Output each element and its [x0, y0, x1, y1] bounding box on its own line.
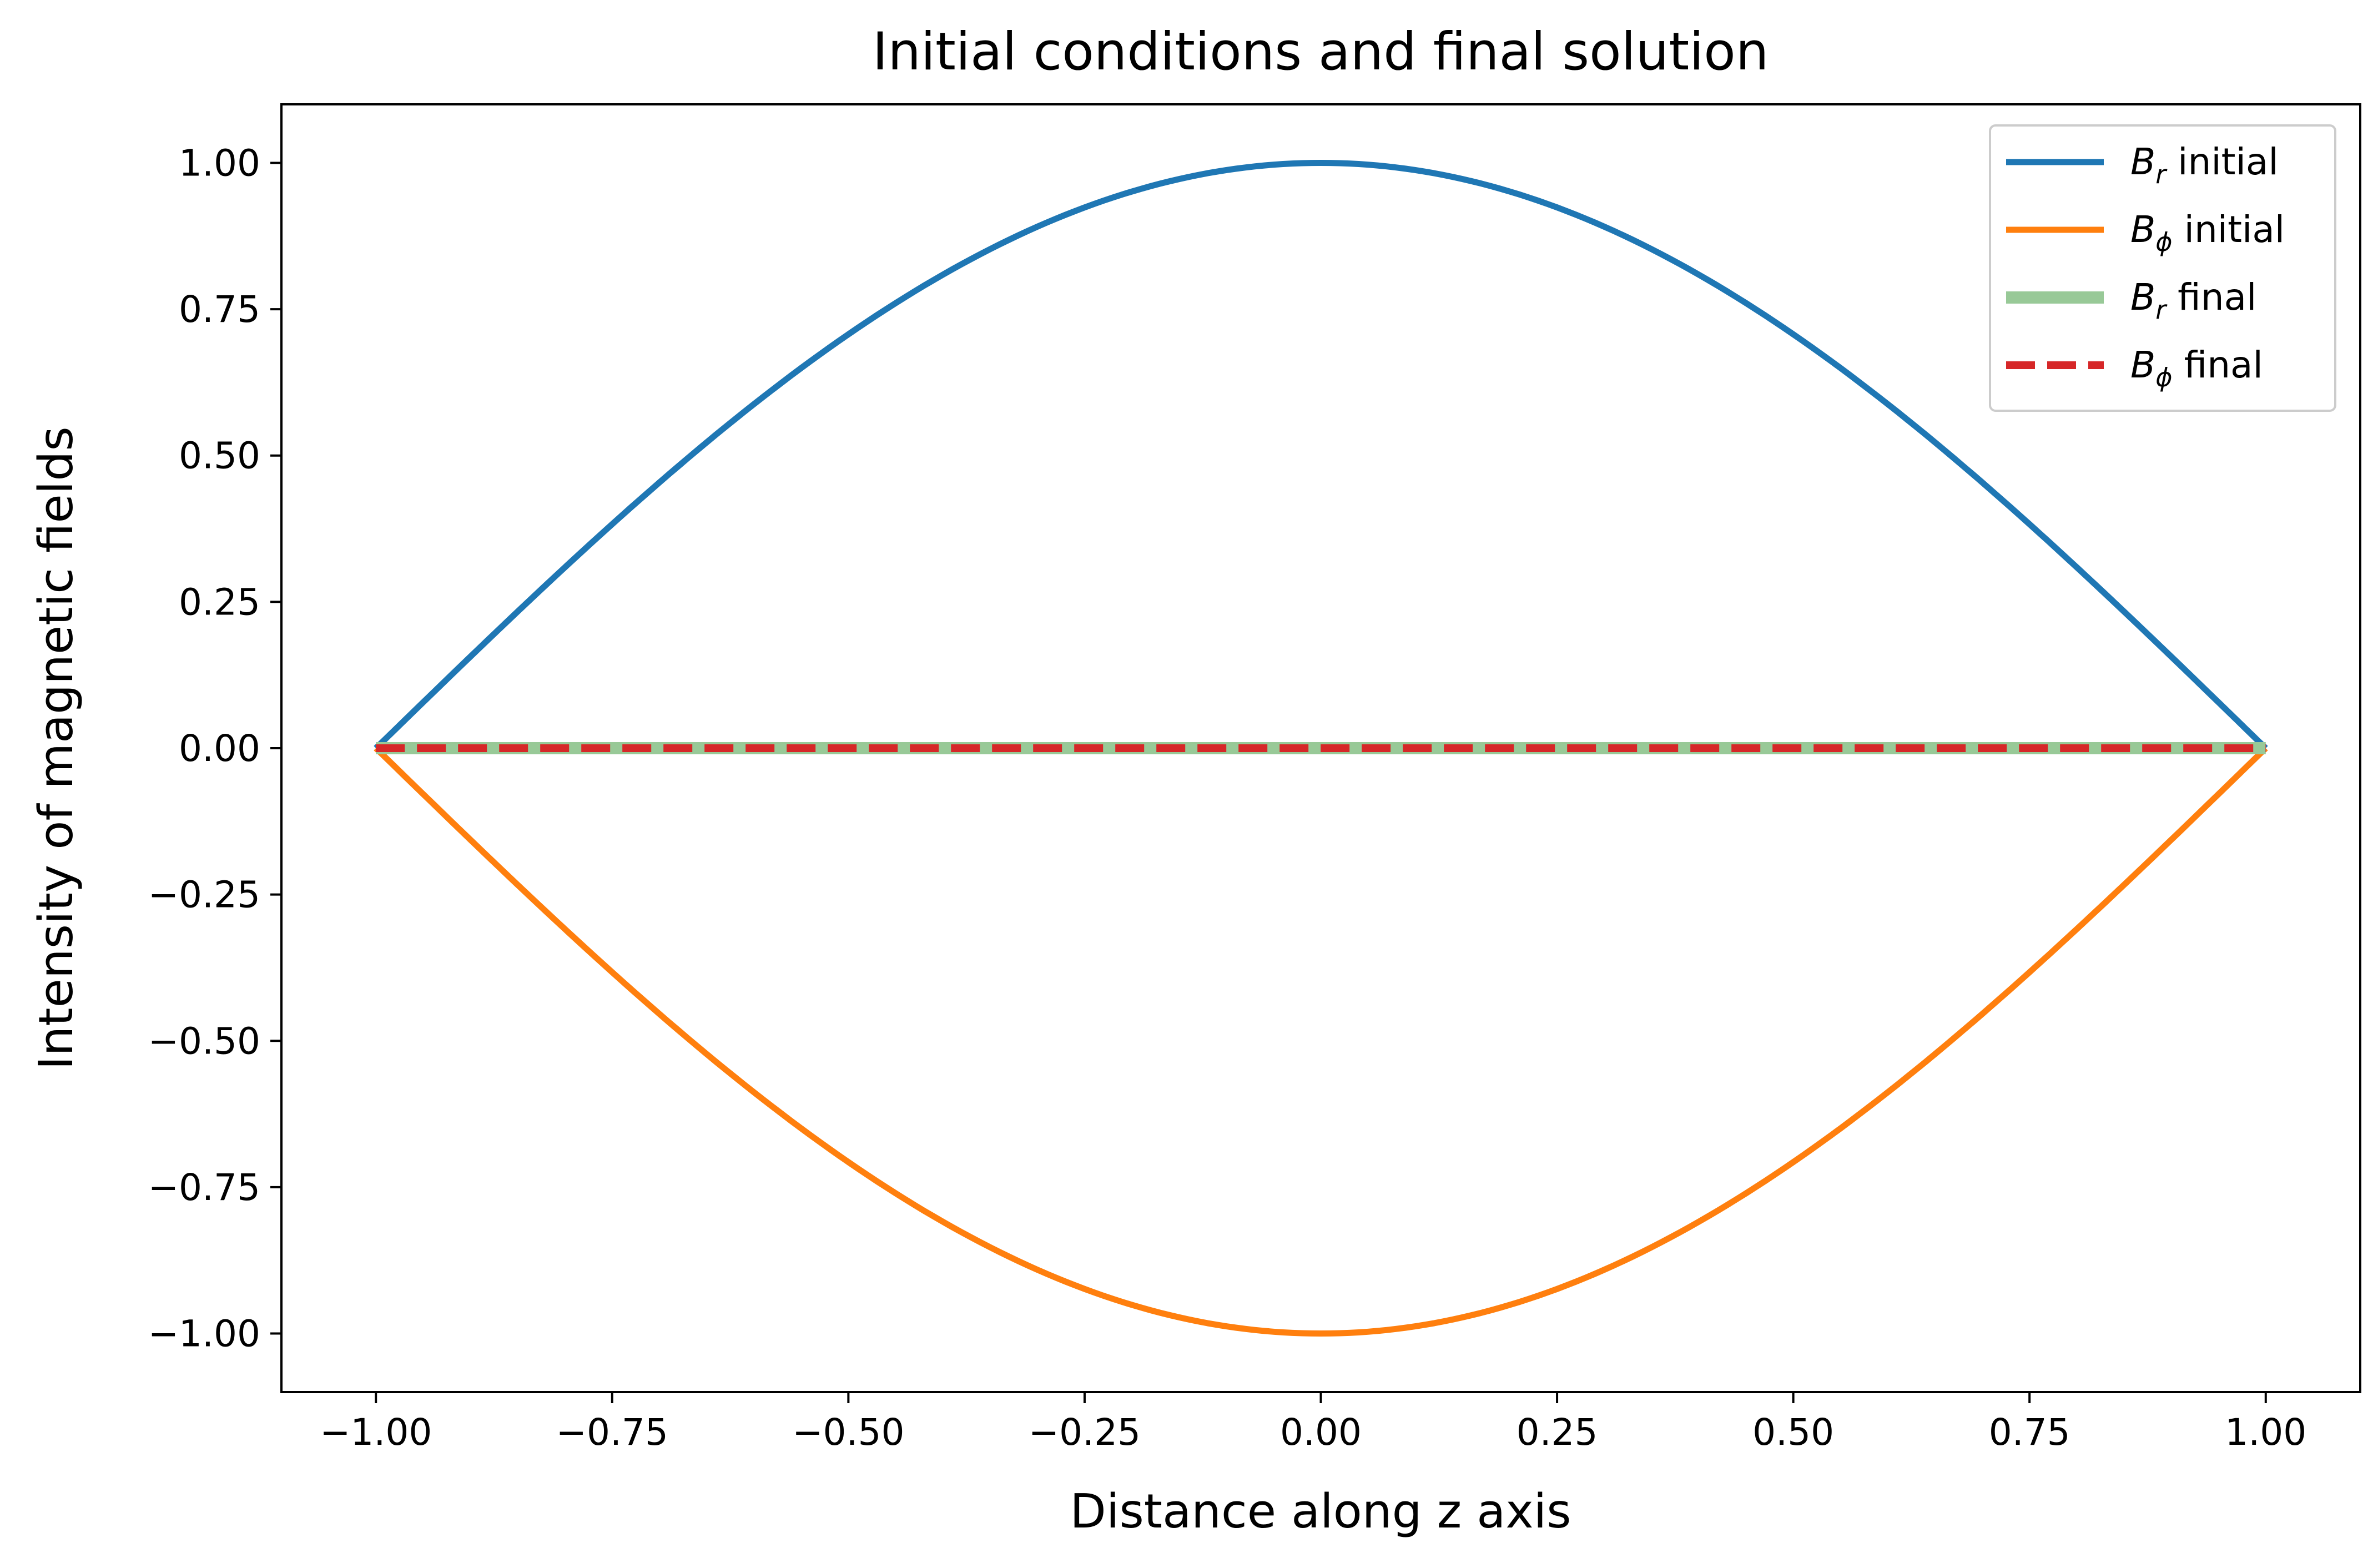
y-tick-label: −1.00 [148, 1313, 260, 1355]
x-tick-label: 1.00 [2225, 1411, 2306, 1454]
y-axis-ticks: 1.00 0.75 0.50 0.25 0.00 −0.25 −0.50 −0.75 −1.00 [148, 142, 281, 1355]
x-tick-label: 0.75 [1989, 1411, 2070, 1454]
x-tick-label: −0.75 [556, 1411, 668, 1454]
series-line-0 [374, 160, 2268, 750]
legend-label-1: Bϕ initial [2130, 208, 2285, 257]
y-tick-label: 0.75 [179, 288, 260, 331]
y-tick-label: −0.25 [148, 874, 260, 916]
legend-label-0: Br initial [2130, 140, 2279, 189]
chart-title: Initial conditions and final solution [873, 22, 1769, 82]
y-tick-label: −0.50 [148, 1020, 260, 1062]
legend-label-2: Br final [2130, 276, 2256, 325]
x-axis-label: Distance along z axis [1070, 1484, 1571, 1539]
x-tick-label: −0.50 [792, 1411, 904, 1454]
plot-lines [374, 160, 2268, 1337]
x-tick-label: 0.50 [1752, 1411, 1834, 1454]
x-tick-label: −1.00 [320, 1411, 432, 1454]
legend-box [1989, 124, 2336, 412]
y-axis-label: Intensity of magnetic fields [29, 426, 84, 1070]
x-tick-label: 0.00 [1280, 1411, 1362, 1454]
legend: Br initial Bϕ initial Br final Bϕ final [1989, 124, 2336, 412]
x-tick-label: 0.25 [1517, 1411, 1598, 1454]
y-tick-label: 0.00 [179, 727, 260, 770]
x-axis-ticks: −1.00 −0.75 −0.50 −0.25 0.00 0.25 0.50 0.75 1.00 [320, 1392, 2306, 1454]
y-tick-label: −0.75 [148, 1166, 260, 1209]
y-tick-label: 0.50 [179, 435, 260, 477]
legend-label-3: Bϕ final [2130, 344, 2263, 392]
y-tick-label: 0.25 [179, 581, 260, 623]
x-tick-label: −0.25 [1029, 1411, 1141, 1454]
y-tick-label: 1.00 [179, 142, 260, 184]
series-line-1 [374, 746, 2268, 1337]
